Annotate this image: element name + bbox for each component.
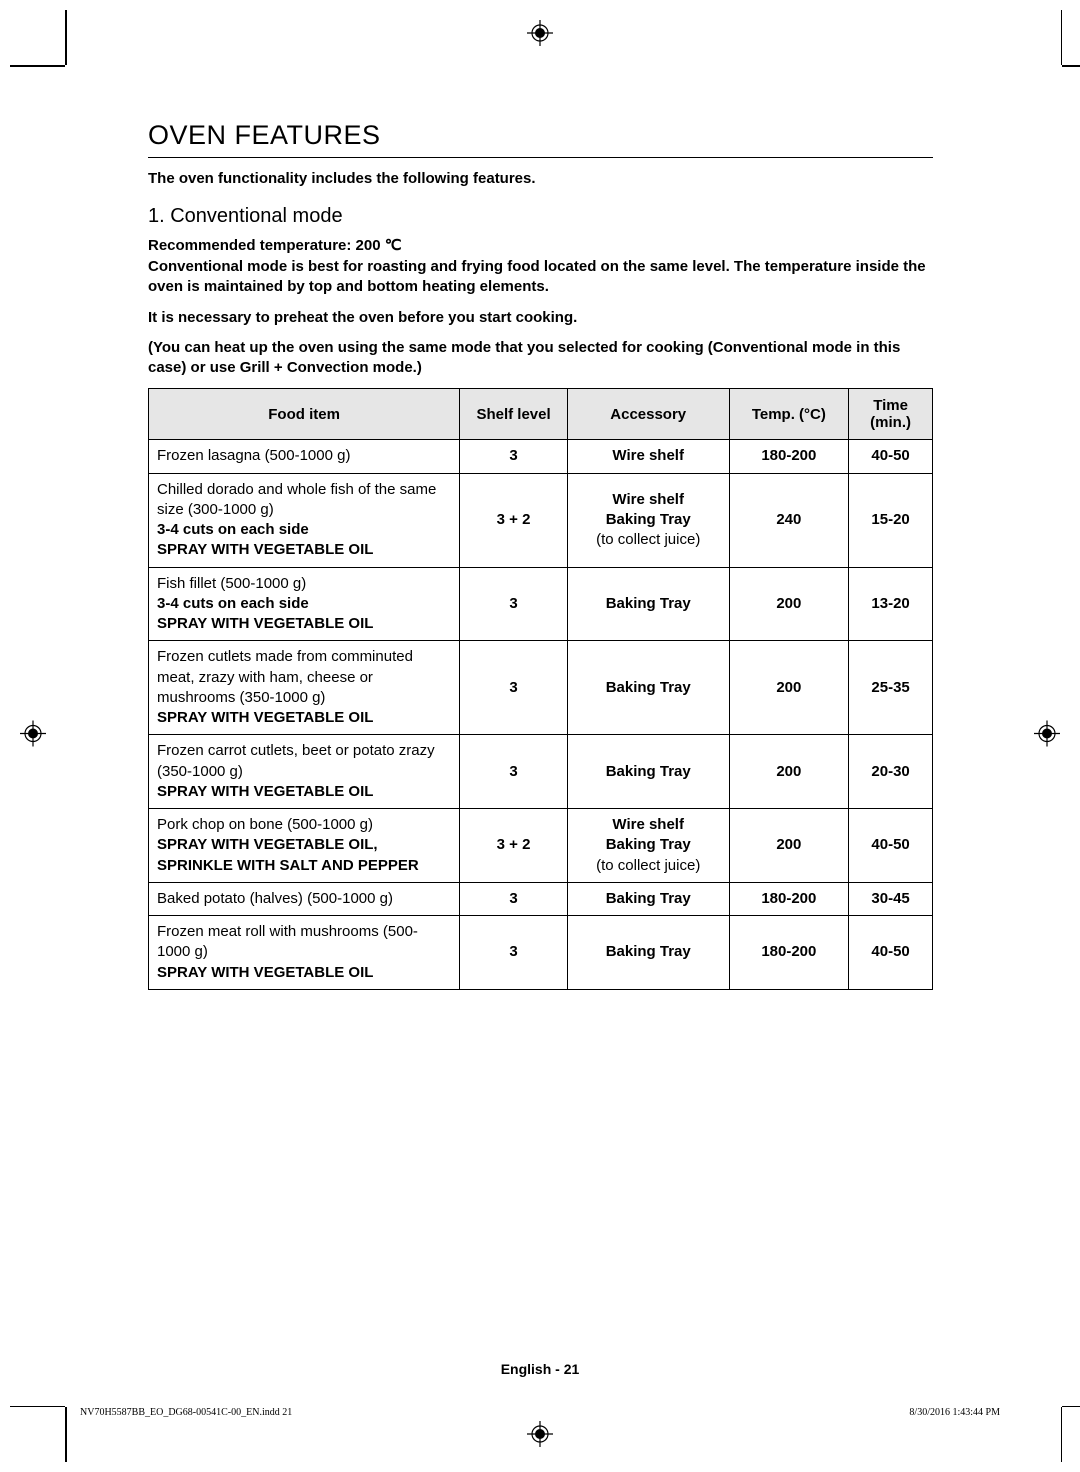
header-temp: Temp. (°C)	[729, 389, 849, 440]
page-content: OVEN FEATURES The oven functionality inc…	[148, 120, 933, 990]
prep-instruction: 3-4 cuts on each sideSPRAY WITH VEGETABL…	[157, 595, 373, 632]
cell-temp: 180-200	[729, 916, 849, 990]
crop-mark	[1062, 65, 1080, 67]
table-header-row: Food item Shelf level Accessory Temp. (°…	[149, 389, 933, 440]
cooking-table: Food item Shelf level Accessory Temp. (°…	[148, 388, 933, 990]
recommended-temperature: Recommended temperature: 200 ℃	[148, 236, 933, 254]
mode-description: Conventional mode is best for roasting a…	[148, 257, 933, 298]
cell-time: 13-20	[849, 567, 933, 641]
intro-text: The oven functionality includes the foll…	[148, 170, 933, 187]
cell-temp: 200	[729, 567, 849, 641]
cell-temp: 180-200	[729, 882, 849, 915]
prep-instruction: 3-4 cuts on each sideSPRAY WITH VEGETABL…	[157, 521, 373, 558]
cell-time: 40-50	[849, 440, 933, 473]
cell-shelf: 3	[460, 641, 568, 735]
cell-time: 20-30	[849, 735, 933, 809]
cell-accessory: Wire shelfBaking Tray(to collect juice)	[567, 473, 729, 567]
cell-accessory: Baking Tray	[567, 567, 729, 641]
prep-instruction: SPRAY WITH VEGETABLE OIL	[157, 964, 373, 981]
crop-mark	[65, 1407, 67, 1462]
cell-food: Frozen carrot cutlets, beet or potato zr…	[149, 735, 460, 809]
cell-time: 15-20	[849, 473, 933, 567]
cell-food: Frozen cutlets made from comminuted meat…	[149, 641, 460, 735]
cell-food: Frozen lasagna (500-1000 g)	[149, 440, 460, 473]
crop-mark	[10, 1406, 65, 1408]
cell-shelf: 3	[460, 882, 568, 915]
cell-food: Frozen meat roll with mushrooms (500-100…	[149, 916, 460, 990]
cell-accessory: Baking Tray	[567, 916, 729, 990]
registration-mark-icon	[527, 1421, 553, 1452]
cell-shelf: 3 + 2	[460, 473, 568, 567]
cell-shelf: 3	[460, 735, 568, 809]
table-row: Frozen meat roll with mushrooms (500-100…	[149, 916, 933, 990]
table-row: Frozen lasagna (500-1000 g)3Wire shelf18…	[149, 440, 933, 473]
table-row: Pork chop on bone (500-1000 g)SPRAY WITH…	[149, 809, 933, 883]
cell-temp: 200	[729, 809, 849, 883]
cell-time: 40-50	[849, 809, 933, 883]
crop-mark	[1062, 1406, 1080, 1408]
cell-food: Chilled dorado and whole fish of the sam…	[149, 473, 460, 567]
cell-shelf: 3	[460, 567, 568, 641]
crop-mark	[1061, 10, 1063, 65]
table-row: Frozen cutlets made from comminuted meat…	[149, 641, 933, 735]
table-row: Fish fillet (500-1000 g)3-4 cuts on each…	[149, 567, 933, 641]
heat-up-note: (You can heat up the oven using the same…	[148, 338, 933, 379]
cell-temp: 240	[729, 473, 849, 567]
table-row: Frozen carrot cutlets, beet or potato zr…	[149, 735, 933, 809]
header-shelf: Shelf level	[460, 389, 568, 440]
registration-mark-icon	[527, 20, 553, 51]
cell-food: Fish fillet (500-1000 g)3-4 cuts on each…	[149, 567, 460, 641]
footer-timestamp: 8/30/2016 1:43:44 PM	[909, 1407, 1000, 1418]
section-title: OVEN FEATURES	[148, 120, 933, 158]
crop-mark	[65, 10, 67, 65]
table-row: Baked potato (halves) (500-1000 g)3Bakin…	[149, 882, 933, 915]
prep-instruction: SPRAY WITH VEGETABLE OIL, SPRINKLE WITH …	[157, 836, 419, 873]
header-accessory: Accessory	[567, 389, 729, 440]
prep-instruction: SPRAY WITH VEGETABLE OIL	[157, 709, 373, 726]
page-number: English - 21	[501, 1361, 580, 1377]
cell-time: 30-45	[849, 882, 933, 915]
cell-accessory: Baking Tray	[567, 735, 729, 809]
registration-mark-icon	[20, 721, 46, 752]
cell-time: 25-35	[849, 641, 933, 735]
cell-accessory: Wire shelf	[567, 440, 729, 473]
prep-instruction: SPRAY WITH VEGETABLE OIL	[157, 783, 373, 800]
cell-temp: 200	[729, 735, 849, 809]
registration-mark-icon	[1034, 721, 1060, 752]
cell-temp: 180-200	[729, 440, 849, 473]
footer-filename: NV70H5587BB_EO_DG68-00541C-00_EN.indd 21	[80, 1407, 292, 1418]
crop-mark	[10, 65, 65, 67]
table-row: Chilled dorado and whole fish of the sam…	[149, 473, 933, 567]
subsection-heading: 1. Conventional mode	[148, 205, 933, 228]
cell-time: 40-50	[849, 916, 933, 990]
cell-food: Baked potato (halves) (500-1000 g)	[149, 882, 460, 915]
header-food: Food item	[149, 389, 460, 440]
cell-shelf: 3	[460, 916, 568, 990]
header-time: Time (min.)	[849, 389, 933, 440]
cell-shelf: 3	[460, 440, 568, 473]
cell-food: Pork chop on bone (500-1000 g)SPRAY WITH…	[149, 809, 460, 883]
preheat-note: It is necessary to preheat the oven befo…	[148, 308, 933, 328]
cell-temp: 200	[729, 641, 849, 735]
cell-accessory: Baking Tray	[567, 641, 729, 735]
cell-accessory: Baking Tray	[567, 882, 729, 915]
cell-accessory: Wire shelfBaking Tray(to collect juice)	[567, 809, 729, 883]
crop-mark	[1061, 1407, 1063, 1462]
cell-shelf: 3 + 2	[460, 809, 568, 883]
